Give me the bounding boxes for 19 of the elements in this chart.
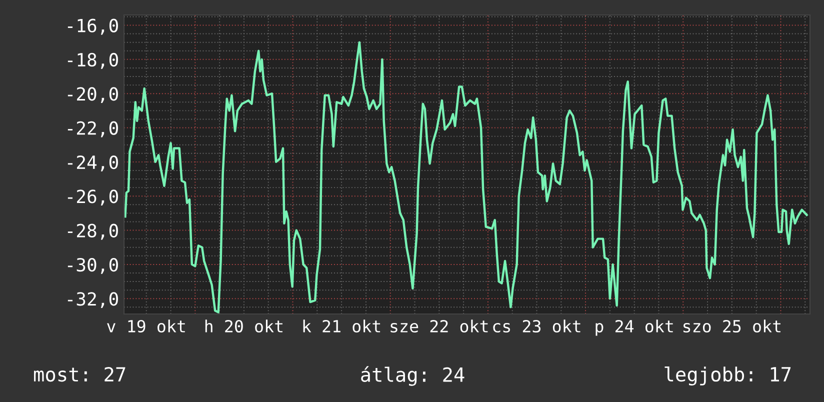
x-tick-label: k 21 okt xyxy=(303,320,380,333)
x-tick-label: cs 23 okt xyxy=(493,320,580,333)
y-tick-label: -26,0 xyxy=(68,190,118,206)
y-tick-label: -22,0 xyxy=(68,121,118,138)
y-tick-label: -24,0 xyxy=(68,155,118,172)
text: átlag: 24 xyxy=(361,366,464,386)
text: most: 27 xyxy=(34,366,126,382)
x-tick-label: h 20 okt xyxy=(205,320,282,333)
x-tick-label: sze 22 okt xyxy=(390,320,488,333)
y-tick-label: -18,0 xyxy=(68,52,118,69)
x-tick-label: v 19 okt xyxy=(107,320,185,333)
x-tick-label: p 24 okt xyxy=(596,320,673,336)
y-tick-label: -16,0 xyxy=(68,18,118,35)
y-tick-label: -30,0 xyxy=(68,258,118,274)
y-tick-label: -32,0 xyxy=(68,292,118,308)
y-tick-label: -28,0 xyxy=(68,224,118,240)
x-tick-label: szo 25 okt xyxy=(683,320,780,333)
y-tick-label: -20,0 xyxy=(68,87,118,104)
text: legjobb: 17 xyxy=(664,366,791,386)
